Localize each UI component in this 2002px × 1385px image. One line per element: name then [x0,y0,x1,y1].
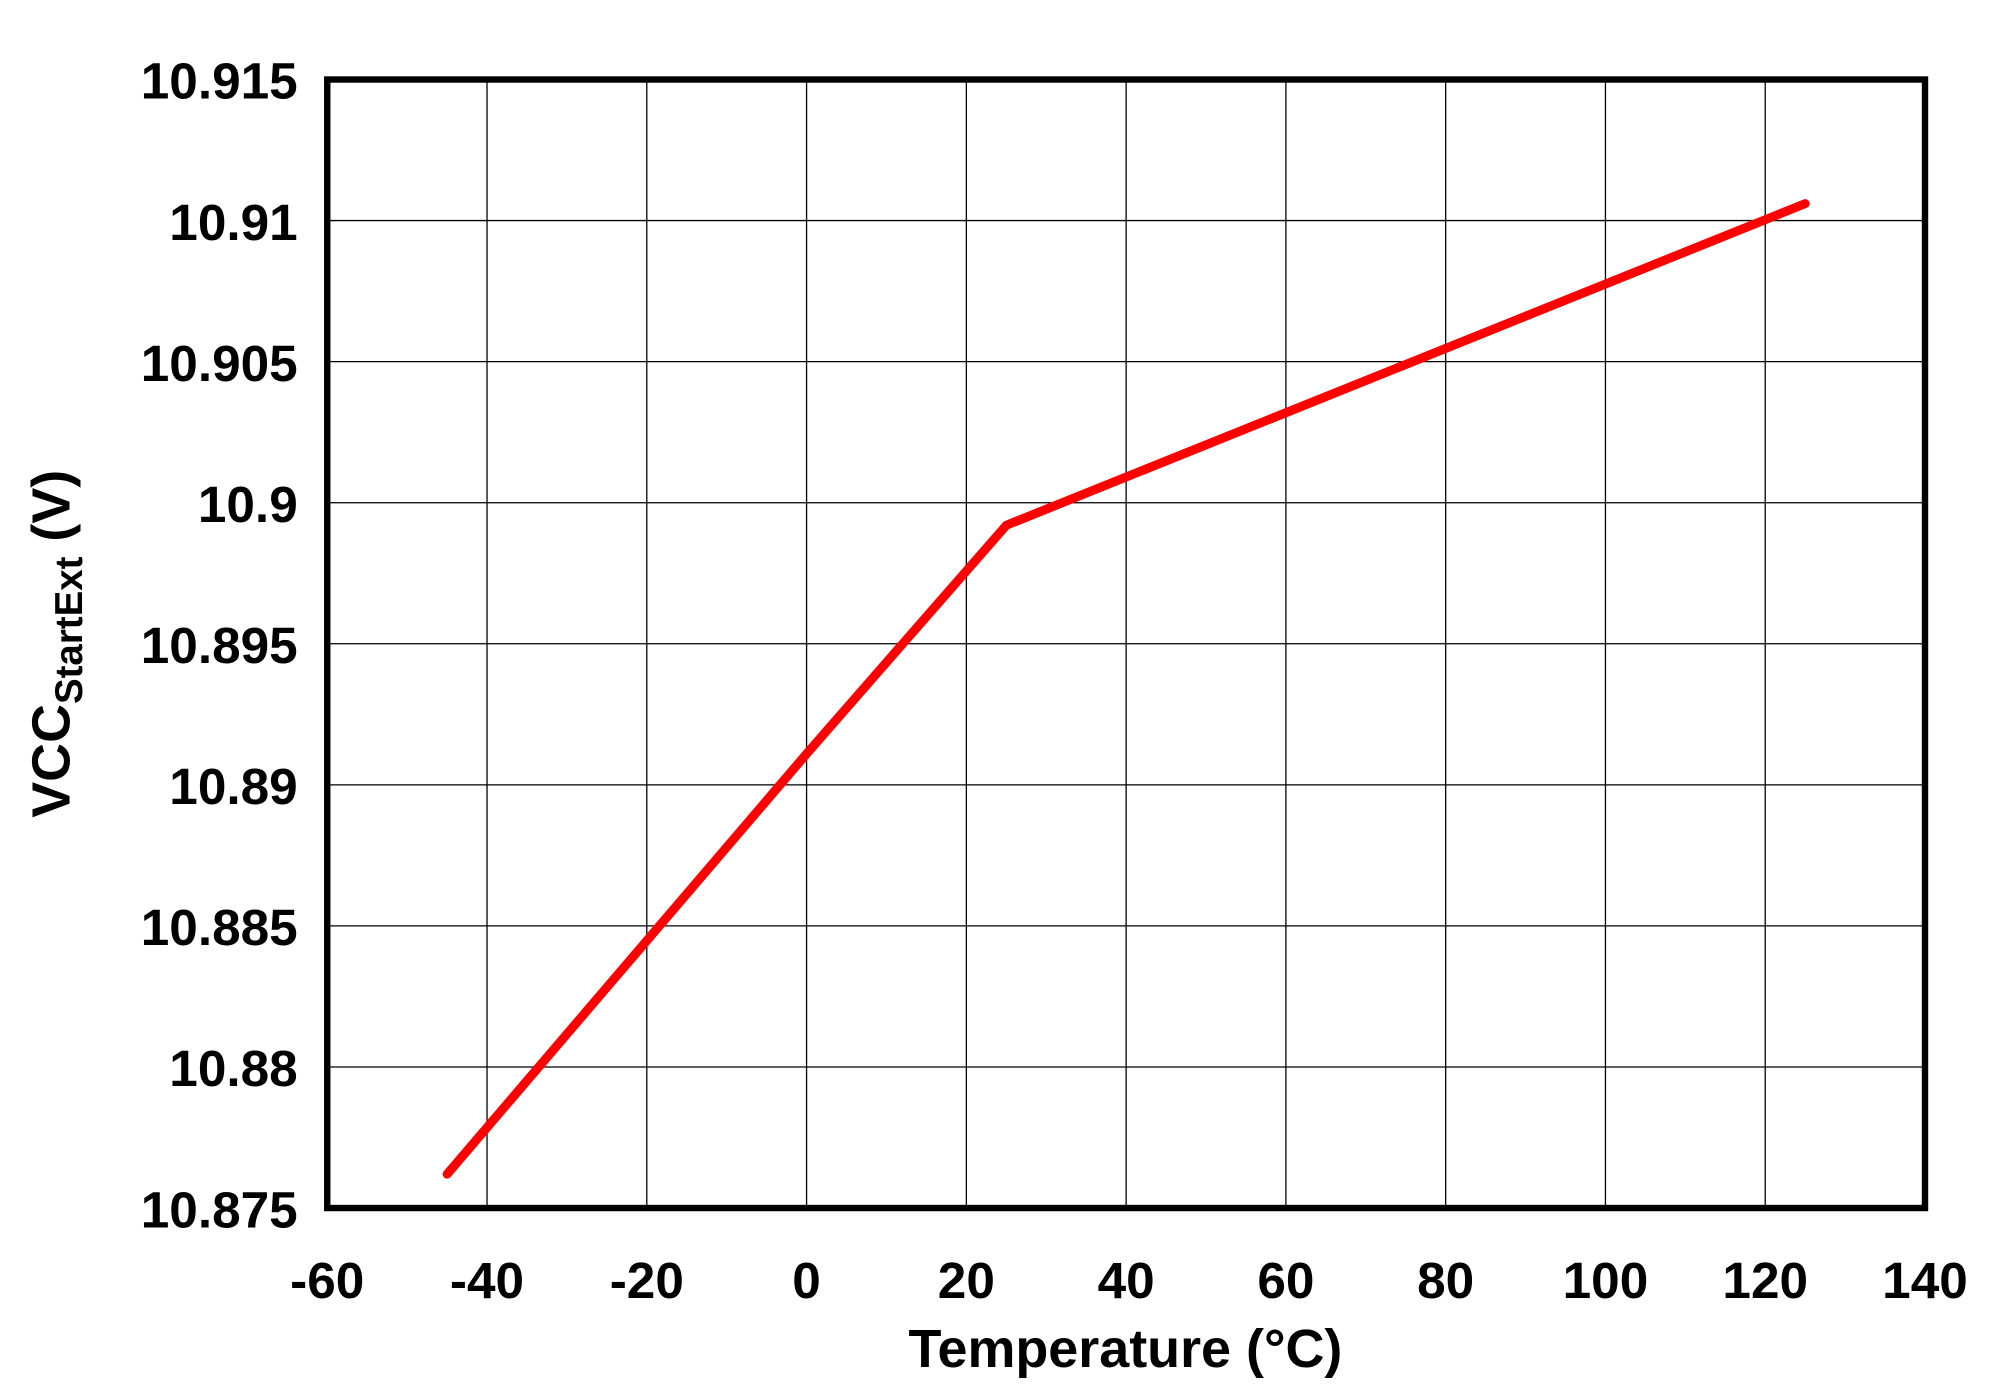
y-tick-label: 10.875 [141,1181,298,1238]
x-tick-label: -20 [610,1252,684,1309]
y-tick-label: 10.895 [141,617,298,674]
y-axis-label: VCCStartExt (V) [21,470,91,818]
y-tick-label: 10.89 [169,758,297,815]
x-tick-label: 140 [1882,1252,1968,1309]
x-tick-label: -40 [450,1252,524,1309]
series [442,199,1810,1179]
y-tick-label: 10.9 [198,476,298,533]
x-tick-label: 100 [1563,1252,1649,1309]
x-tick-label: 40 [1098,1252,1155,1309]
y-tick-labels: 10.875 10.88 10.885 10.89 10.895 10.9 10.905 10… [141,53,298,1238]
x-tick-label: 20 [938,1252,995,1309]
y-tick-label: 10.885 [141,899,298,956]
x-tick-label: 80 [1417,1252,1474,1309]
x-tick-label: -60 [290,1252,364,1309]
y-axis-label-unit: (V) [21,470,81,557]
x-tick-labels: -60 -40 -20 0 20 40 60 80 100 120 140 [290,1252,1968,1309]
x-tick-label: 0 [792,1252,821,1309]
x-axis-label: Temperature (°C) [909,1319,1343,1379]
series-line [442,199,1810,1179]
y-tick-label: 10.915 [141,53,298,110]
y-tick-label: 10.88 [169,1040,297,1097]
y-tick-label: 10.905 [141,335,298,392]
x-tick-label: 60 [1257,1252,1314,1309]
y-tick-label: 10.91 [169,194,297,251]
y-axis-label-sub: StartExt [48,556,91,704]
y-axis-label-main: VCC [21,704,81,818]
plot-frame [324,76,1929,1212]
x-tick-label: 120 [1722,1252,1808,1309]
